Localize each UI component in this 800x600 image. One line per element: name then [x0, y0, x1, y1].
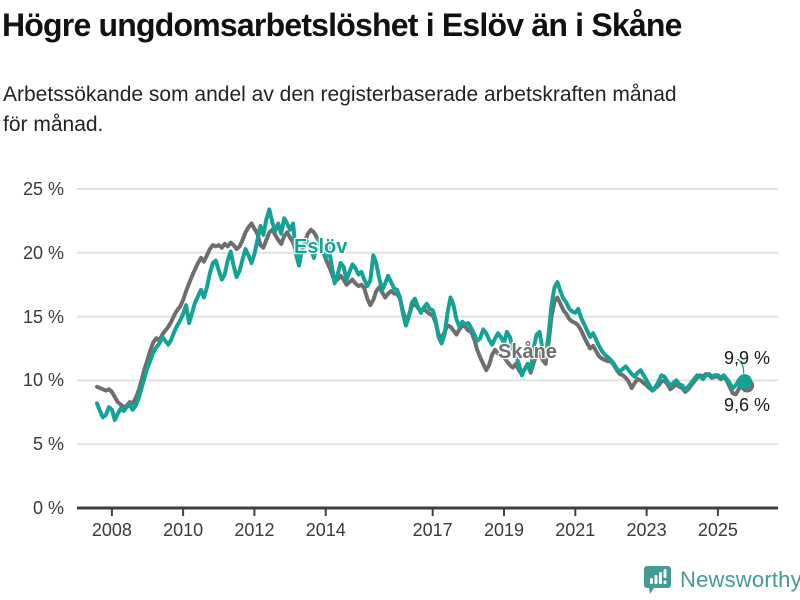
- series-line-eslov: [95, 207, 747, 422]
- end-value-label-skane: 9,6 %: [723, 395, 770, 415]
- y-tick-label: 10 %: [22, 370, 64, 391]
- x-tick-label: 2019: [483, 520, 524, 540]
- x-tick-label: 2014: [305, 520, 346, 540]
- x-tick-label: 2025: [697, 520, 738, 540]
- end-label-leader-line: [736, 358, 745, 374]
- chart-subtitle: Arbetssökande som andel av den registerb…: [3, 83, 677, 136]
- series-label-skane: Skåne: [498, 341, 557, 363]
- series-label-eslov: Eslöv: [294, 236, 348, 258]
- x-tick-label: 2017: [412, 520, 453, 540]
- y-tick-label: 5 %: [32, 434, 64, 455]
- newsworthy-logo[interactable]: Newsworthy: [644, 564, 800, 596]
- y-tick-label: 15 %: [22, 306, 64, 327]
- y-tick-label: 20 %: [22, 242, 64, 263]
- end-value-label-eslov: 9,9 %: [723, 348, 770, 368]
- x-tick-label: 2010: [163, 520, 204, 540]
- x-tick-label: 2021: [555, 520, 596, 540]
- chart-title: Högre ungdomsarbetslöshet i Eslöv än i S…: [2, 7, 682, 43]
- x-tick-label: 2008: [91, 520, 132, 540]
- x-tick-label: 2023: [626, 520, 667, 540]
- newsworthy-wordmark: Newsworthy: [680, 567, 800, 592]
- y-tick-label: 0 %: [32, 498, 64, 518]
- end-dot-eslov: [737, 374, 753, 390]
- x-tick-label: 2012: [234, 520, 275, 540]
- y-tick-label: 25 %: [22, 179, 64, 199]
- bar-chart-speech-bubble-icon: [644, 566, 671, 594]
